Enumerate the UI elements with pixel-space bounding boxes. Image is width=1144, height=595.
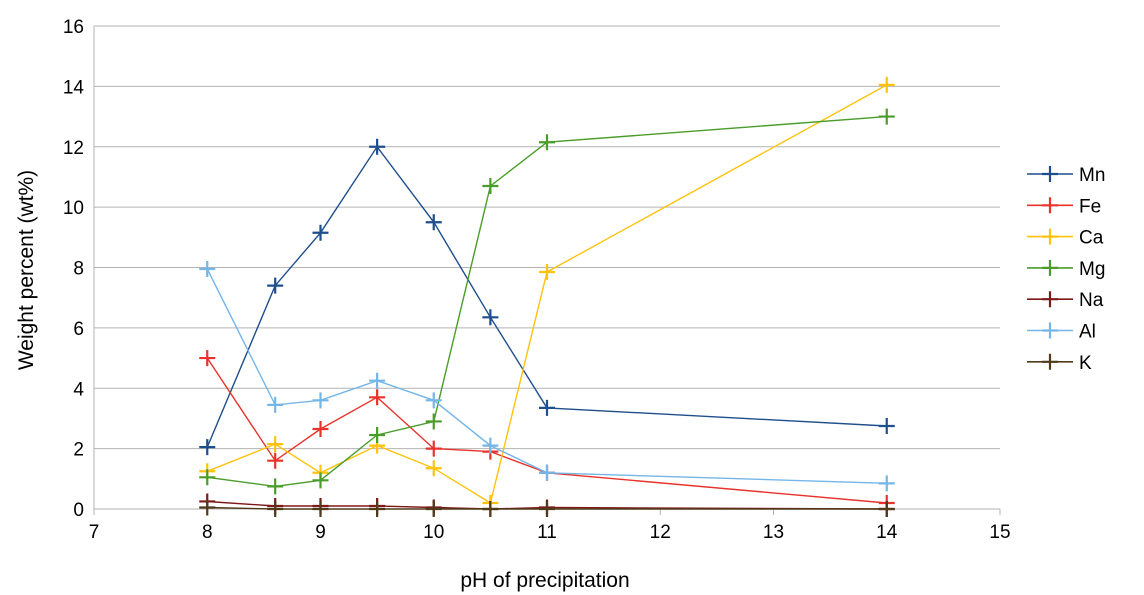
data-point (199, 439, 216, 456)
series-mg (199, 108, 895, 495)
x-tick-label: 10 (423, 522, 444, 543)
y-tick-label: 12 (63, 138, 84, 159)
data-point (539, 264, 555, 281)
data-point (482, 309, 499, 326)
y-tick-label: 14 (63, 77, 85, 98)
data-point (369, 372, 386, 389)
legend-item-na: Na (1027, 290, 1104, 311)
series-line (206, 145, 887, 448)
y-tick-label: 8 (73, 259, 84, 280)
data-point (199, 469, 216, 486)
x-tick-label: 11 (537, 522, 557, 543)
x-tick-label: 12 (650, 522, 671, 543)
x-tick-label: 7 (89, 522, 100, 543)
series-line (206, 268, 887, 484)
data-point (539, 464, 555, 481)
series-al (199, 261, 895, 492)
data-point (312, 421, 329, 438)
x-tick-labels: 7 8 9 10 11 12 13 14 15 (89, 522, 1011, 543)
data-point (267, 396, 284, 413)
legend-swatch-marker (1042, 166, 1058, 182)
legend-swatch-marker (1042, 291, 1058, 308)
data-point (878, 76, 895, 93)
data-point (425, 413, 442, 430)
legend-item-k: K (1027, 353, 1092, 374)
data-point (425, 460, 442, 477)
legend-label: Mn (1079, 165, 1105, 186)
y-tick-label: 4 (73, 379, 84, 400)
data-point (425, 440, 442, 457)
data-point (267, 501, 284, 517)
data-point (482, 501, 499, 517)
series-fe (199, 350, 895, 511)
data-point (267, 452, 284, 469)
legend-swatch-marker (1042, 259, 1058, 276)
data-point (369, 138, 386, 155)
data-point (878, 417, 895, 434)
x-axis-title: pH of precipitation (460, 569, 629, 592)
legend-item-ca: Ca (1027, 228, 1104, 249)
legend-label: Al (1079, 322, 1096, 343)
y-tick-label: 10 (63, 198, 84, 219)
x-tick-label: 13 (763, 522, 784, 543)
data-point (267, 478, 284, 495)
y-tick-label: 6 (73, 319, 84, 340)
data-point (425, 392, 442, 409)
legend-item-al: Al (1027, 322, 1096, 343)
data-point (878, 108, 895, 125)
y-tick-label: 0 (73, 500, 84, 521)
data-point (199, 350, 216, 367)
y-axis-title: Weight percent (wt%) (15, 170, 38, 370)
legend-swatch-marker (1042, 322, 1058, 339)
data-point (312, 472, 329, 489)
series-k (199, 499, 895, 517)
legend-label: K (1079, 353, 1092, 374)
series-line (207, 115, 887, 488)
data-point (312, 224, 329, 241)
legend-label: Mg (1079, 259, 1105, 280)
x-tick-label: 15 (989, 522, 1010, 543)
data-point (878, 475, 895, 492)
x-tick-label: 9 (315, 522, 326, 543)
x-tick-label: 14 (876, 522, 898, 543)
data-point (482, 437, 499, 454)
data-point (369, 389, 386, 406)
series-line (207, 84, 888, 505)
y-tick-label: 16 (63, 17, 84, 38)
series-mn (199, 138, 895, 456)
legend-item-mn: Mn (1027, 165, 1105, 186)
data-point (199, 261, 216, 278)
legend-label: Na (1079, 290, 1104, 311)
y-tick-label: 2 (73, 440, 84, 461)
data-point (425, 501, 442, 517)
data-point (267, 436, 284, 453)
legend-item-fe: Fe (1027, 196, 1101, 217)
x-tick-label: 8 (202, 522, 213, 543)
data-point (539, 501, 555, 517)
data-point (312, 501, 329, 517)
data-point (312, 392, 329, 409)
legend-item-mg: Mg (1027, 259, 1105, 280)
data-point (369, 427, 386, 444)
data-point (539, 399, 555, 416)
data-point (482, 177, 499, 194)
data-point (369, 501, 386, 517)
legend-label: Fe (1079, 196, 1101, 217)
legend: Mn Fe Ca Mg Na Al K (1027, 165, 1105, 374)
data-point (267, 277, 284, 294)
legend-label: Ca (1079, 228, 1104, 249)
legend-swatch-marker (1042, 353, 1058, 370)
series (199, 76, 895, 517)
data-point (539, 134, 555, 151)
series-line (206, 357, 887, 504)
y-tick-labels: 0 2 4 6 8 10 12 14 16 (63, 17, 85, 521)
data-point (425, 214, 442, 231)
legend-swatch-marker (1042, 228, 1058, 245)
data-point (199, 499, 216, 516)
legend-swatch-marker (1042, 197, 1058, 214)
data-point (878, 501, 895, 517)
